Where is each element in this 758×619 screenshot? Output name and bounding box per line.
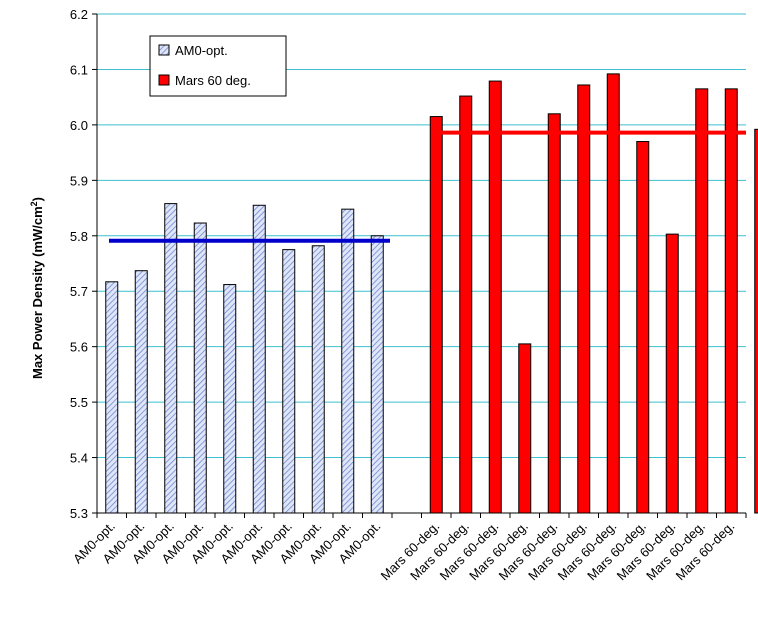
bar-mars: [429, 116, 443, 514]
y-tick-label: 6.1: [70, 62, 88, 77]
y-tick-labels: 5.3 5.4 5.5 5.6 5.7 5.8 5.9 6.0 6.1 6.2: [70, 7, 88, 521]
average-lines: [109, 130, 746, 243]
bar-mars: [459, 95, 473, 514]
bar-mars: [606, 73, 620, 514]
y-tick-label: 6.2: [70, 7, 88, 22]
legend-label-am0: AM0-opt.: [175, 43, 228, 58]
bar-am0: [105, 281, 119, 514]
legend-box: [149, 35, 287, 97]
bar-am0: [164, 203, 178, 514]
bar-am0: [252, 204, 266, 514]
bar-mars: [547, 113, 561, 514]
bar-mars: [754, 128, 758, 514]
y-tick-label: 5.7: [70, 284, 88, 299]
y-tick-label: 5.8: [70, 229, 88, 244]
y-axis-label: Max Power Density (mW/cm2): [29, 197, 45, 379]
legend: AM0-opt. Mars 60 deg.: [149, 35, 287, 97]
bars: [105, 73, 758, 514]
legend-swatch-mars: [158, 74, 170, 86]
bar-mars: [695, 88, 709, 514]
bar-mars: [488, 80, 502, 514]
axes: [92, 13, 747, 518]
legend-swatch-am0: [158, 44, 170, 56]
bar-mars: [577, 84, 591, 514]
bar-am0: [282, 249, 296, 514]
bar-am0: [341, 208, 355, 514]
y-tick-label: 5.4: [70, 451, 88, 466]
y-tick-label: 6.0: [70, 118, 88, 133]
x-tick-labels: AM0-opt.AM0-opt.AM0-opt.AM0-opt.AM0-opt.…: [70, 519, 737, 584]
y-tick-label: 5.9: [70, 173, 88, 188]
bar-am0: [311, 245, 325, 514]
y-tick-label: 5.6: [70, 340, 88, 355]
bar-am0: [370, 235, 384, 514]
legend-label-mars: Mars 60 deg.: [175, 73, 251, 88]
bar-am0: [193, 222, 207, 514]
bar-mars: [724, 88, 738, 514]
bar-mars: [518, 343, 532, 514]
bar-am0: [134, 270, 148, 514]
y-tick-label: 5.3: [70, 506, 88, 521]
bar-mars: [636, 141, 650, 514]
y-tick-label: 5.5: [70, 395, 88, 410]
bar-mars: [665, 233, 679, 514]
bar-am0: [223, 284, 237, 514]
